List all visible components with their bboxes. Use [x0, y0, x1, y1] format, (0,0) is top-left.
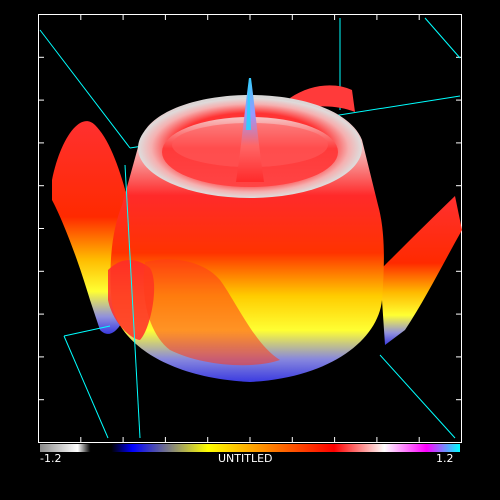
colorbar-gradient [40, 444, 460, 452]
colorbar-min-label: -1.2 [40, 452, 62, 465]
colorbar-max-label: 1.2 [436, 452, 454, 465]
central-peak-highlight [246, 78, 251, 130]
bounding-box-front [63, 164, 456, 439]
colorbar [40, 444, 460, 452]
front-wave-left [108, 259, 155, 340]
right-wave-surface [380, 196, 462, 345]
front-wave-trough [143, 259, 280, 366]
colorbar-title: UNTITLED [218, 452, 273, 465]
